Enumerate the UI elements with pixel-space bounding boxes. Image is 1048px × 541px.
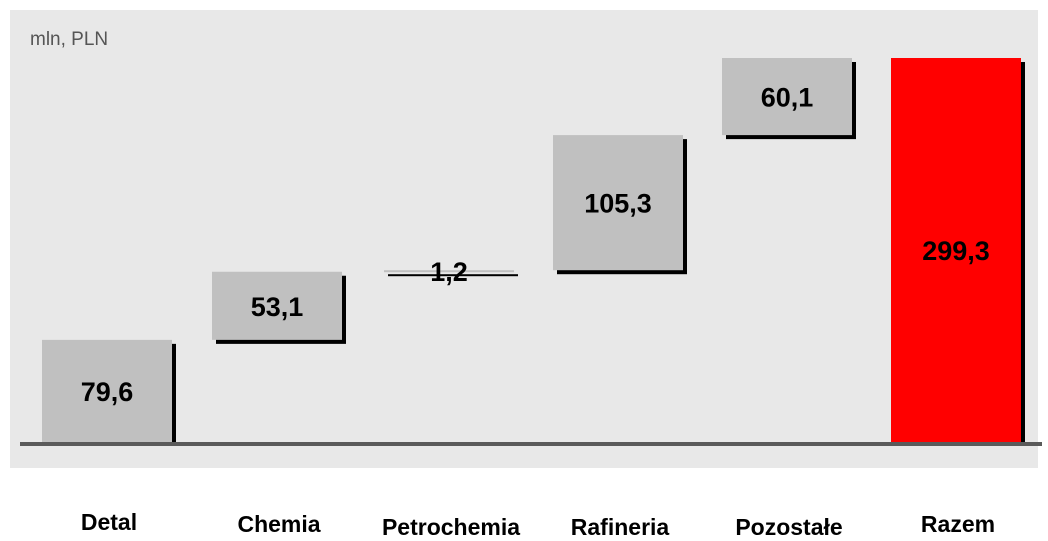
value-labels-layer: 79,6 53,1 1,2 105,3 60,1 299,3	[81, 83, 990, 407]
bar-petrochemia	[384, 270, 514, 273]
category-label: Razem	[921, 511, 995, 537]
unit-label: mln, PLN	[30, 29, 108, 50]
value-label: 299,3	[922, 236, 990, 266]
category-label: Chemia	[237, 511, 320, 537]
bars-layer	[42, 58, 1025, 446]
category-label: Detal	[81, 509, 137, 535]
value-label: 60,1	[761, 83, 814, 113]
plot-background	[10, 10, 1038, 468]
bar-chemia	[212, 271, 342, 340]
value-label: 53,1	[251, 292, 304, 322]
bar-total	[891, 58, 1021, 442]
value-label: 79,6	[81, 377, 134, 407]
category-label: Pozostałe	[735, 514, 842, 540]
bar-shadow	[388, 274, 518, 277]
category-label: Rafineria	[571, 514, 670, 540]
bar-rafineria	[553, 135, 683, 271]
bar-pozostałe	[722, 58, 852, 136]
value-label: 105,3	[584, 189, 652, 219]
category-labels-layer: Detal Chemia Petrochemia Rafineria Pozostałe…	[81, 509, 995, 540]
bar-detal	[42, 339, 172, 442]
value-label: 1,2	[430, 257, 468, 287]
category-label: Petrochemia	[382, 514, 520, 540]
